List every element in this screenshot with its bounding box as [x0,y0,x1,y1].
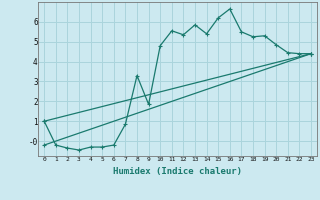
X-axis label: Humidex (Indice chaleur): Humidex (Indice chaleur) [113,167,242,176]
